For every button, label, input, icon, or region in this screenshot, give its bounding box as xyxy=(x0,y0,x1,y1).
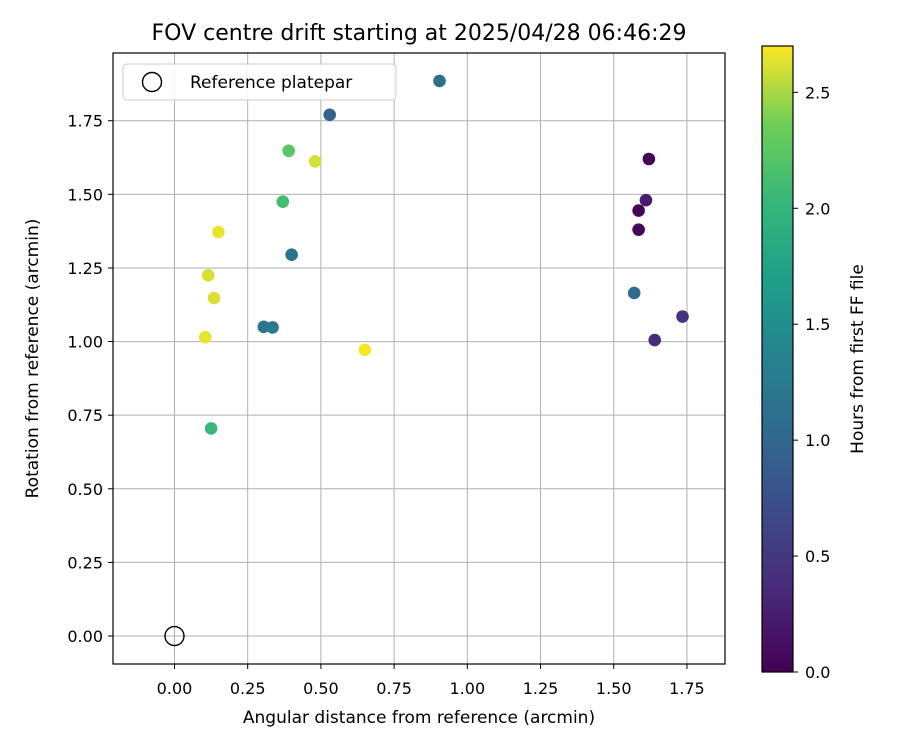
x-axis-ticks: 0.00 0.25 0.50 0.75 1.00 1.25 1.50 1.75 xyxy=(157,664,705,698)
scatter-point xyxy=(627,286,641,300)
scatter-point xyxy=(207,291,221,305)
x-tick-label: 1.25 xyxy=(523,679,559,698)
scatter-point xyxy=(201,269,215,282)
plot-area-frame xyxy=(112,52,726,665)
colorbar-gradient xyxy=(762,46,793,672)
colorbar: 0.0 0.5 1.0 1.5 2.0 2.5 Hours from first FF f… xyxy=(761,45,868,682)
colorbar-frame xyxy=(761,45,794,673)
x-tick-label: 0.75 xyxy=(376,679,412,698)
y-axis-label: Rotation from reference (arcmin) xyxy=(23,219,43,499)
chart-title: FOV centre drift starting at 2025/04/28 … xyxy=(152,21,687,46)
colorbar-tick-label: 1.0 xyxy=(805,431,830,450)
scatter-point xyxy=(632,223,645,236)
x-tick-label: 0.00 xyxy=(157,679,193,698)
x-tick-label: 0.25 xyxy=(230,679,266,698)
legend: Reference platepar xyxy=(122,63,397,101)
scatter-point xyxy=(212,225,225,239)
scatter-point xyxy=(358,343,372,357)
legend-open-circle-marker xyxy=(141,71,163,93)
scatter-point xyxy=(323,108,336,122)
x-tick-label: 1.50 xyxy=(596,679,632,698)
scatter-point xyxy=(433,74,446,88)
colorbar-tick-label: 0.0 xyxy=(805,663,830,682)
y-tick-label: 1.50 xyxy=(67,185,103,204)
y-tick-label: 0.00 xyxy=(67,627,103,646)
scatter-point xyxy=(308,155,322,168)
y-tick-label: 0.75 xyxy=(67,406,103,425)
scatter-point xyxy=(642,152,656,166)
scatter-point xyxy=(285,248,298,262)
colorbar-tick-label: 2.5 xyxy=(805,83,830,102)
colorbar-ticks: 0.0 0.5 1.0 1.5 2.0 2.5 xyxy=(793,83,830,682)
colorbar-tick-label: 0.5 xyxy=(805,547,830,566)
reference-platepar-marker xyxy=(164,625,185,647)
reference-marker-layer xyxy=(164,625,185,647)
scatter-point xyxy=(676,310,689,323)
x-tick-label: 1.00 xyxy=(450,679,486,698)
y-tick-label: 0.25 xyxy=(67,553,103,572)
colorbar-tick-label: 2.0 xyxy=(805,199,830,218)
colorbar-label: Hours from first FF file xyxy=(848,264,868,454)
scatter-point xyxy=(276,195,290,209)
x-axis-label: Angular distance from reference (arcmin) xyxy=(243,708,595,728)
scatter-point xyxy=(266,321,279,334)
scatter-point xyxy=(282,144,295,158)
y-tick-label: 1.25 xyxy=(67,259,103,278)
scatter-point xyxy=(198,330,212,344)
x-tick-label: 1.75 xyxy=(669,679,705,698)
x-tick-label: 0.50 xyxy=(303,679,339,698)
y-tick-label: 1.75 xyxy=(67,112,103,131)
grid-lines xyxy=(113,53,725,664)
legend-entry-label: Reference platepar xyxy=(190,73,352,93)
scatter-point xyxy=(639,193,653,207)
y-tick-label: 0.50 xyxy=(67,480,103,499)
scatter-point xyxy=(204,422,218,435)
scatter-point xyxy=(648,333,662,347)
y-axis-ticks: 0.00 0.25 0.50 0.75 1.00 1.25 1.50 1.75 xyxy=(67,112,113,646)
colorbar-tick-label: 1.5 xyxy=(805,315,830,334)
legend-box xyxy=(122,63,397,101)
scatter-point xyxy=(632,204,645,217)
y-tick-label: 1.00 xyxy=(67,333,103,352)
data-points xyxy=(198,74,689,435)
